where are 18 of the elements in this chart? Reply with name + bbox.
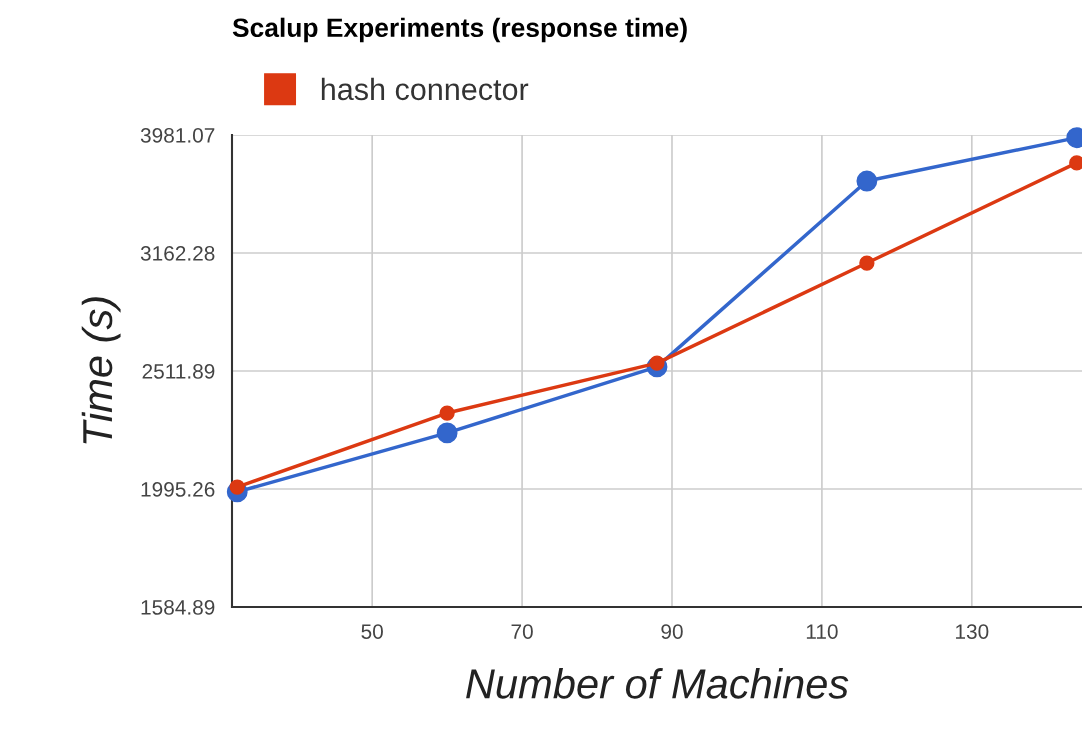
x-tick-label: 50 xyxy=(361,624,383,639)
x-tick-label: 70 xyxy=(511,624,533,639)
y-tick-label: 1584.89 xyxy=(141,600,215,615)
x-axis-title: Number of Machines xyxy=(466,668,849,699)
y-tick-label: 1995.26 xyxy=(141,482,215,497)
point xyxy=(439,405,455,421)
y-tick-label: 3981.07 xyxy=(140,128,215,143)
point xyxy=(436,422,458,444)
legend-label: hash connector xyxy=(321,77,529,101)
point xyxy=(859,255,875,271)
chart-title: Scalup Experiments (response time) xyxy=(232,17,687,43)
x-tick-label: 110 xyxy=(806,624,838,639)
y-tick-label: 2511.89 xyxy=(142,364,215,379)
x-tick-label: 90 xyxy=(661,624,683,639)
y-axis-title: Time (s) xyxy=(81,297,121,444)
point xyxy=(856,170,878,192)
y-tick-label: 3162.28 xyxy=(140,246,215,261)
x-tick-label: 130 xyxy=(956,624,989,639)
